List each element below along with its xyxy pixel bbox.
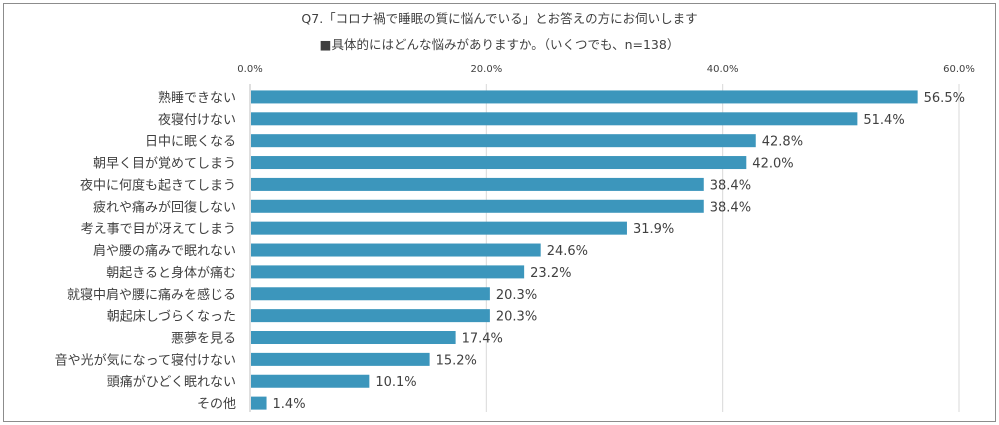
category-label: 就寝中肩や腰に痛みを感じる xyxy=(67,287,236,303)
category-label: 疲れや痛みが回復しない xyxy=(93,199,236,215)
data-label: 10.1% xyxy=(375,375,416,390)
bars xyxy=(251,90,918,410)
bar xyxy=(251,287,490,301)
data-label: 24.6% xyxy=(547,244,588,259)
data-label: 42.0% xyxy=(752,157,793,172)
bar xyxy=(251,331,456,345)
category-label: 肩や腰の痛みで眠れない xyxy=(93,243,236,259)
data-label: 20.3% xyxy=(496,288,537,303)
bar xyxy=(251,134,756,148)
data-label: 31.9% xyxy=(633,222,674,237)
bar xyxy=(251,243,541,257)
bar xyxy=(251,309,490,323)
bar xyxy=(251,221,627,235)
x-axis-ticks: 0.0% 20.0% 40.0% 60.0% xyxy=(237,64,975,75)
bar xyxy=(251,156,747,170)
data-label: 56.5% xyxy=(924,91,965,106)
bar xyxy=(251,177,704,191)
data-label: 42.8% xyxy=(762,135,803,150)
data-labels: 56.5%51.4%42.8%42.0%38.4%38.4%31.9%24.6%… xyxy=(273,91,965,412)
data-label: 51.4% xyxy=(863,113,904,128)
bar xyxy=(251,352,430,366)
category-label: 熟睡できない xyxy=(158,90,236,106)
data-label: 20.3% xyxy=(496,310,537,325)
chart-subtitle: ■具体的にはどんな悩みがありますか。（いくつでも、n=138） xyxy=(319,37,680,52)
category-label: 音や光が気になって寝付けない xyxy=(55,352,236,368)
data-label: 1.4% xyxy=(273,397,306,412)
x-tick-label: 40.0% xyxy=(707,64,739,75)
category-label: 頭痛がひどく眠れない xyxy=(107,374,236,390)
x-tick-label: 60.0% xyxy=(943,64,975,75)
data-label: 17.4% xyxy=(462,332,503,347)
x-tick-label: 20.0% xyxy=(470,64,502,75)
category-label: 朝早く目が覚めてしまう xyxy=(93,157,236,172)
category-label: 日中に眠くなる xyxy=(145,135,236,150)
bar xyxy=(251,199,704,213)
bar xyxy=(251,374,370,388)
category-labels: 熟睡できない夜寝付けない日中に眠くなる朝早く目が覚めてしまう夜中に何度も起きてし… xyxy=(55,90,236,412)
chart-title: Q7.「コロナ禍で睡眠の質に悩んでいる」とお答えの方にお伺いします xyxy=(301,11,698,26)
bar xyxy=(251,265,525,279)
bar xyxy=(251,112,858,126)
data-label: 38.4% xyxy=(710,200,751,215)
category-label: その他 xyxy=(197,397,236,412)
category-label: 夜中に何度も起きてしまう xyxy=(80,177,236,193)
category-label: 朝起床しづらくなった xyxy=(107,310,236,325)
data-label: 15.2% xyxy=(436,353,477,368)
category-label: 夜寝付けない xyxy=(158,112,236,128)
bar xyxy=(251,396,267,410)
category-label: 朝起きると身体が痛む xyxy=(106,265,236,281)
category-label: 悪夢を見る xyxy=(171,332,236,347)
bar xyxy=(251,90,918,104)
category-label: 考え事で目が冴えてしまう xyxy=(81,222,236,237)
data-label: 23.2% xyxy=(530,266,571,281)
data-label: 38.4% xyxy=(710,178,751,193)
x-tick-label: 0.0% xyxy=(237,64,262,75)
